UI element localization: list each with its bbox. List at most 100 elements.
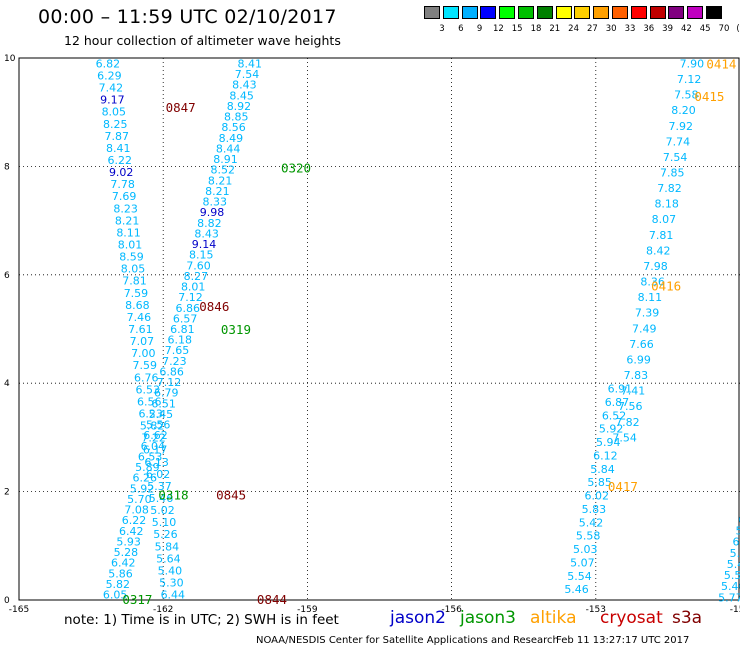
wave-height-label: 8.49 [219,132,244,145]
wave-height-label: 6.79 [154,387,179,400]
wave-height-label: 5.46 [149,492,174,505]
wave-height-label: 6.32 [738,514,740,527]
wave-height-label: 8.91 [213,153,238,166]
legend-swatch [480,6,497,19]
wave-height-label: 9.17 [100,94,125,107]
wave-height-label: 7.56 [618,400,643,413]
legend-swatch [630,6,647,19]
x-tick-label: -156 [441,605,462,615]
wave-height-label: 7.66 [629,338,654,351]
x-tick-label: -162 [153,605,173,615]
legend-label: 21 [549,24,561,34]
wave-height-label: 8.11 [638,291,663,304]
wave-height-label: 8.42 [646,244,671,257]
wave-height-label: 6.53 [135,383,160,396]
wave-height-label: 6.51 [151,397,176,410]
wave-height-label: 7.49 [632,322,657,335]
pass-time-label: 0320 [281,160,311,175]
wave-height-label: 5.28 [114,546,139,559]
legend-label: 15 [511,24,523,34]
wave-height-label: 8.20 [671,104,696,117]
wave-height-label: 6.42 [119,525,144,538]
wave-height-label: 5.94 [596,436,621,449]
wave-height-label: 9.98 [200,206,225,219]
wave-height-label: 6.29 [97,69,122,82]
wave-height-label: 5.42 [579,516,604,529]
footer-note: note: 1) Time is in UTC; 2) SWH is in fe… [64,612,339,628]
wave-height-label: 7.92 [668,120,693,133]
wave-height-label: 9.14 [192,238,217,251]
wave-height-label: 7.46 [127,311,152,324]
wave-height-label: 8.41 [237,57,262,70]
wave-height-label: 6.44 [161,589,186,602]
wave-height-label: 5.46 [721,580,740,593]
wave-height-label: 6.91 [608,383,633,396]
wave-height-label: 6.13 [144,456,169,469]
wave-height-label: 6.81 [170,323,195,336]
wave-height-label: 8.05 [121,263,146,276]
wave-height-label: 7.42 [99,82,124,95]
wave-height-label: 7.41 [621,385,646,398]
wave-height-label: 8.33 [202,196,227,209]
wave-height-label: 8.27 [184,270,209,283]
wave-height-label: 7.12 [157,376,182,389]
wave-height-label: 7.12 [178,291,203,304]
pass-time-label: 0317 [122,592,152,607]
legend-swatch [612,6,628,19]
wave-height-label: 8.68 [125,299,150,312]
generated-timestamp: Feb 11 13:27:17 UTC 2017 [556,635,690,646]
wave-height-label: 7.07 [130,335,155,348]
wave-height-label: 7.54 [235,68,260,81]
wave-height-label: 7.22 [141,432,166,445]
wave-height-label: 7.81 [649,229,674,242]
pass-time-label: 0417 [608,479,638,494]
wave-height-label: 7.23 [162,355,187,368]
legend-label: 45 [699,24,711,34]
wave-height-label: 7.90 [680,57,705,70]
wave-height-label: 7.61 [128,323,153,336]
chart-title: 00:00 – 11:59 UTC 02/10/2017 [38,6,337,28]
wave-height-label: 5.10 [152,516,177,529]
pass-time-label: 0318 [158,487,188,502]
wave-height-label: 5.92 [599,423,624,436]
legend-label: 18 [530,24,542,34]
wave-height-label: 8.05 [102,106,127,119]
legend-label: (ft) [736,24,740,34]
legend-swatch [536,6,553,19]
wave-height-label: 8.18 [654,198,679,211]
wave-height-label: 7.65 [165,344,190,357]
wave-height-label: 7.81 [122,275,147,288]
legend-swatch [649,6,666,19]
legend-swatch [461,6,478,19]
legend-swatch [706,6,722,19]
wave-height-label: 8.44 [216,142,241,155]
wave-height-label: 8.21 [208,174,233,187]
satellite-s3a: s3a [672,608,703,628]
legend-swatch [593,6,610,19]
wave-height-label: 8.01 [181,281,206,294]
wave-height-label: 6.42 [111,557,136,570]
wave-height-label: 7.82 [657,182,682,195]
wave-height-label: 7.54 [612,431,637,444]
wave-height-label: 6.17 [143,444,168,457]
wave-height-label: 8.36 [640,276,665,289]
satellite-altika: altika [530,608,577,628]
wave-height-label: 8.23 [113,202,138,215]
legend-swatch [424,6,440,19]
y-tick-label: 4 [4,379,10,389]
wave-height-label: 5.45 [149,408,174,421]
x-tick-label: -159 [297,605,318,615]
wave-height-label: 7.98 [643,260,668,273]
wave-height-label: 8.11 [116,226,141,239]
wave-height-label: 7.83 [624,369,649,382]
wave-height-label: 8.21 [205,185,230,198]
pass-time-label: 0846 [199,299,229,314]
wave-height-label: 6.18 [167,334,192,347]
wave-height-label: 7.74 [666,135,691,148]
wave-height-label: 6.22 [107,154,132,167]
wave-height-label: 7.60 [186,259,211,272]
wave-height-label: 5.46 [727,558,740,571]
credit-text: NOAA/NESDIS Center for Satellite Applica… [256,635,559,646]
legend-label: 36 [643,24,655,34]
satellite-cryosat: cryosat [600,608,663,628]
